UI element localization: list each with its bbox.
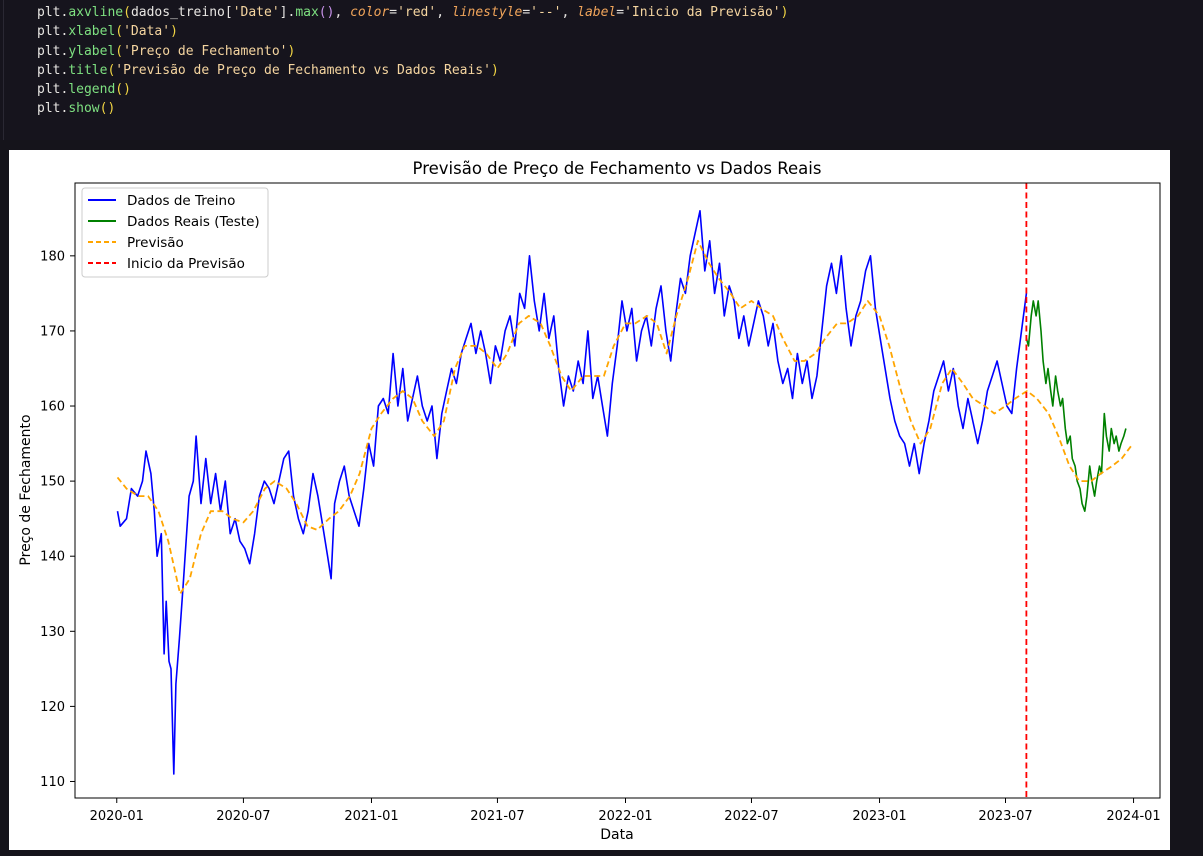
code-token: ) — [287, 43, 296, 59]
series-line-previsao — [116, 239, 1134, 595]
plot-area-frame — [74, 182, 1161, 799]
code-token: legend — [68, 82, 116, 98]
x-tick-label: 2023-01 — [852, 809, 906, 824]
code-line: plt.legend() — [37, 80, 788, 99]
code-token: title — [68, 62, 108, 78]
cell-output: Previsão de Preço de Fechamento vs Dados… — [9, 150, 1170, 850]
y-tick-label: 160 — [40, 400, 65, 415]
y-axis-label: Preço de Fechamento — [18, 414, 34, 565]
code-token: 'Previsão de Preço de Fechamento vs Dado… — [115, 62, 491, 78]
code-token: ( — [107, 62, 116, 78]
y-tick-label: 170 — [40, 324, 65, 339]
legend-label-inicio: Inicio da Previsão — [127, 256, 245, 272]
code-token: ( — [115, 43, 124, 59]
code-token: ylabel — [68, 43, 116, 59]
legend-label-treino: Dados de Treino — [127, 193, 235, 209]
y-tick-label: 110 — [40, 775, 65, 790]
x-tick-label: 2022-01 — [598, 809, 652, 824]
code-line: plt.title('Previsão de Preço de Fechamen… — [37, 61, 788, 80]
code-token: ) — [780, 5, 789, 20]
code-cell[interactable]: plt.axvline(dados_treino['Date'].max(), … — [0, 0, 1203, 140]
code-editor[interactable]: plt.axvline(dados_treino['Date'].max(), … — [37, 3, 788, 119]
x-tick-label: 2020-01 — [90, 809, 144, 824]
code-token: () — [115, 82, 131, 98]
code-token: , — [436, 5, 452, 20]
x-tick-label: 2020-07 — [216, 809, 270, 824]
code-token: 'Inicio da Previsão' — [624, 5, 781, 20]
legend: Dados de Treino Dados Reais (Teste) Prev… — [81, 187, 269, 278]
code-token: ) — [170, 24, 178, 40]
code-line: plt.show() — [37, 99, 788, 118]
y-tick-label: 120 — [40, 700, 65, 715]
code-token: ]. — [279, 5, 296, 20]
code-token: plt. — [37, 24, 69, 40]
code-token: plt. — [37, 62, 69, 78]
code-line: plt.axvline(dados_treino['Date'].max(), … — [37, 3, 788, 22]
code-token: 'Data' — [123, 24, 171, 40]
y-tick-label: 180 — [40, 249, 65, 264]
code-token: plt. — [37, 43, 69, 59]
code-token: axvline — [68, 5, 124, 20]
x-tick-label: 2022-07 — [724, 809, 778, 824]
code-line: plt.ylabel('Preço de Fechamento') — [37, 42, 788, 61]
code-token: 'Date' — [232, 5, 280, 20]
code-token: 'Preço de Fechamento' — [123, 43, 288, 59]
y-tick-label: 130 — [40, 625, 65, 640]
code-token: color — [350, 5, 390, 20]
code-token: ( — [115, 24, 124, 40]
legend-entry-treino: Dados de Treino — [88, 193, 235, 209]
code-token: plt. — [37, 101, 69, 117]
chart: Previsão de Preço de Fechamento vs Dados… — [9, 150, 1170, 850]
code-token: linestyle — [451, 5, 523, 20]
x-tick-label: 2024-01 — [1106, 809, 1160, 824]
code-token: , — [334, 5, 351, 20]
x-tick-label: 2021-07 — [470, 809, 524, 824]
legend-entry-previsao: Previsão — [88, 235, 184, 251]
x-tick-label: 2023-07 — [978, 809, 1032, 824]
code-token: xlabel — [68, 24, 116, 40]
legend-entry-inicio: Inicio da Previsão — [88, 256, 245, 272]
code-token: , — [561, 5, 578, 20]
code-token: = — [616, 5, 625, 20]
cell-edge — [3, 0, 4, 140]
code-token: plt. — [37, 82, 69, 98]
code-token: = — [389, 5, 398, 20]
code-token: max — [295, 5, 319, 20]
code-token: plt. — [37, 5, 69, 20]
legend-box — [81, 187, 269, 278]
code-line: plt.xlabel('Data') — [37, 22, 788, 41]
code-token: ) — [490, 62, 499, 78]
code-token: = — [522, 5, 531, 20]
series-line-reais — [1025, 300, 1127, 512]
code-token: 'red' — [397, 5, 437, 20]
legend-entry-reais: Dados Reais (Teste) — [88, 214, 260, 230]
x-tick-label: 2021-01 — [344, 809, 398, 824]
code-token: show — [68, 101, 100, 117]
legend-label-reais: Dados Reais (Teste) — [127, 214, 260, 230]
legend-label-previsao: Previsão — [127, 235, 184, 251]
code-token: dados_treino[ — [130, 5, 233, 20]
y-tick-label: 150 — [40, 475, 65, 490]
code-token: () — [318, 5, 335, 20]
x-axis-label: Data — [600, 827, 633, 843]
chart-title: Previsão de Preço de Fechamento vs Dados… — [413, 159, 822, 178]
code-token: label — [577, 5, 617, 20]
code-token: '--' — [530, 5, 562, 20]
code-token: () — [99, 101, 116, 117]
y-tick-label: 140 — [40, 550, 65, 565]
code-token: ( — [123, 5, 131, 20]
